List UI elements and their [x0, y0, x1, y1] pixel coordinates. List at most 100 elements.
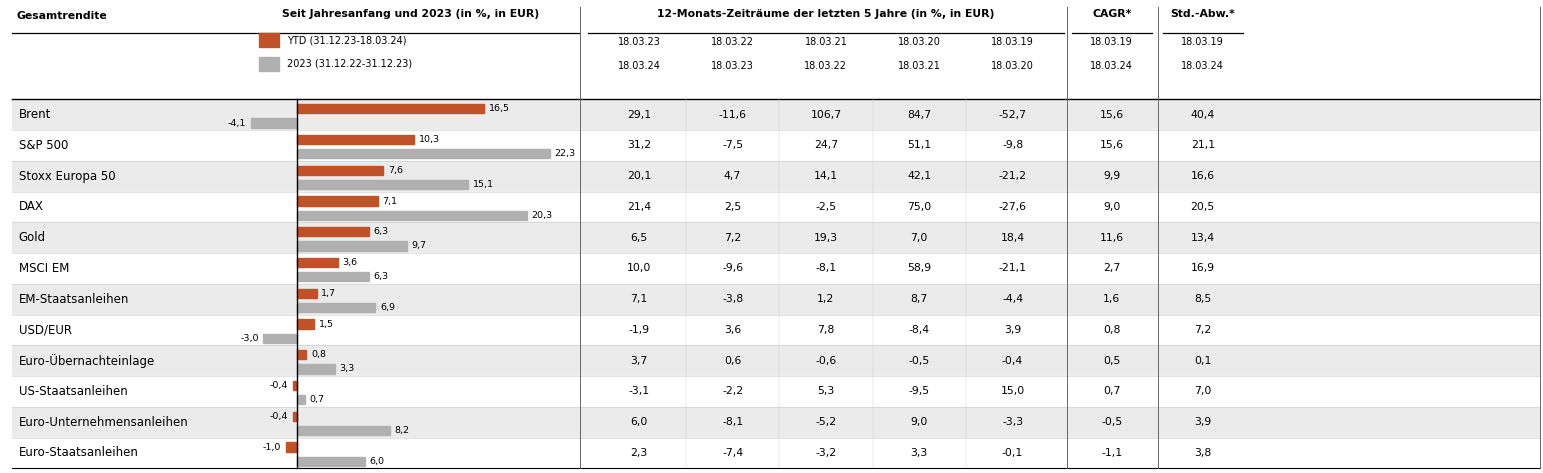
Text: 6,5: 6,5 [631, 233, 648, 243]
Text: USD/EUR: USD/EUR [19, 324, 71, 336]
Text: -7,5: -7,5 [722, 140, 744, 150]
Text: -8,1: -8,1 [722, 417, 744, 427]
Text: 7,2: 7,2 [724, 233, 741, 243]
Text: 7,1: 7,1 [383, 197, 397, 206]
Text: 18.03.22: 18.03.22 [804, 61, 847, 70]
Bar [298, 210, 528, 220]
Text: 7,0: 7,0 [910, 233, 927, 243]
Text: 7,2: 7,2 [1194, 325, 1211, 335]
Text: DAX: DAX [19, 201, 43, 213]
Text: Euro-Unternehmensanleihen: Euro-Unternehmensanleihen [19, 416, 188, 429]
Text: 106,7: 106,7 [810, 110, 841, 120]
Text: 0,6: 0,6 [724, 356, 741, 366]
Text: 5,3: 5,3 [818, 386, 835, 396]
Bar [298, 258, 338, 267]
Bar [298, 350, 307, 359]
Text: 16,9: 16,9 [1191, 263, 1214, 273]
Text: 3,9: 3,9 [1194, 417, 1211, 427]
Text: 40,4: 40,4 [1191, 110, 1214, 120]
Bar [12, 345, 1540, 376]
Bar [298, 180, 468, 189]
Text: 8,7: 8,7 [910, 294, 927, 304]
Text: 7,6: 7,6 [387, 166, 403, 175]
Text: -3,3: -3,3 [1001, 417, 1023, 427]
Text: 9,0: 9,0 [910, 417, 927, 427]
Text: 13,4: 13,4 [1191, 233, 1214, 243]
Text: 18.03.21: 18.03.21 [898, 61, 941, 70]
Bar [12, 192, 1540, 222]
Text: 7,1: 7,1 [631, 294, 648, 304]
Text: 12-Monats-Zeiträume der letzten 5 Jahre (in %, in EUR): 12-Monats-Zeiträume der letzten 5 Jahre … [657, 9, 995, 19]
Text: 2,3: 2,3 [631, 448, 648, 458]
Text: -3,1: -3,1 [628, 386, 650, 396]
Bar [293, 412, 298, 421]
Bar [12, 253, 1540, 284]
Bar [12, 438, 1540, 468]
Text: 6,0: 6,0 [370, 457, 384, 466]
Bar [298, 196, 378, 206]
Bar [293, 381, 298, 390]
Text: Euro-Staatsanleihen: Euro-Staatsanleihen [19, 447, 139, 459]
Text: 16,5: 16,5 [489, 105, 509, 114]
Bar [298, 364, 335, 374]
Text: 3,3: 3,3 [910, 448, 927, 458]
Bar [12, 7, 1540, 99]
Text: -0,4: -0,4 [270, 381, 289, 390]
Bar [298, 426, 390, 435]
Text: 6,0: 6,0 [631, 417, 648, 427]
Text: 15,0: 15,0 [1000, 386, 1025, 396]
Text: 16,6: 16,6 [1191, 171, 1214, 181]
Text: Seit Jahresanfang und 2023 (in %, in EUR): Seit Jahresanfang und 2023 (in %, in EUR… [282, 9, 539, 19]
Text: 19,3: 19,3 [813, 233, 838, 243]
Bar [298, 289, 316, 298]
Bar [12, 99, 1540, 130]
Text: -8,1: -8,1 [815, 263, 836, 273]
Text: 6,9: 6,9 [380, 303, 395, 312]
Bar [12, 284, 1540, 315]
Text: 6,3: 6,3 [373, 228, 389, 236]
Bar [298, 272, 369, 281]
Text: 18.03.19: 18.03.19 [1091, 37, 1133, 47]
Bar [298, 319, 315, 329]
Text: -0,6: -0,6 [815, 356, 836, 366]
Text: 18.03.22: 18.03.22 [711, 37, 755, 47]
Text: 7,0: 7,0 [1194, 386, 1211, 396]
Text: 18.03.19: 18.03.19 [1182, 37, 1224, 47]
Text: 1,2: 1,2 [818, 294, 835, 304]
Text: -21,2: -21,2 [998, 171, 1026, 181]
Text: 0,1: 0,1 [1194, 356, 1211, 366]
Text: 0,8: 0,8 [1103, 325, 1120, 335]
Text: 18.03.20: 18.03.20 [991, 61, 1034, 70]
Text: -1,1: -1,1 [1102, 448, 1122, 458]
Text: 3,6: 3,6 [343, 258, 358, 267]
Text: 20,5: 20,5 [1191, 202, 1214, 212]
Bar [259, 57, 279, 71]
Text: MSCI EM: MSCI EM [19, 262, 69, 275]
Text: -1,0: -1,0 [262, 443, 281, 452]
Text: 1,7: 1,7 [321, 289, 336, 298]
Text: 18.03.24: 18.03.24 [1091, 61, 1133, 70]
Text: 20,1: 20,1 [626, 171, 651, 181]
Bar [298, 395, 306, 404]
Text: 18.03.24: 18.03.24 [617, 61, 660, 70]
Text: S&P 500: S&P 500 [19, 139, 68, 152]
Text: -52,7: -52,7 [998, 110, 1026, 120]
Text: -21,1: -21,1 [998, 263, 1026, 273]
Text: 9,9: 9,9 [1103, 171, 1120, 181]
Text: -3,0: -3,0 [241, 334, 259, 343]
Text: 6,3: 6,3 [373, 272, 389, 281]
Text: -4,1: -4,1 [228, 119, 247, 128]
Text: 0,7: 0,7 [310, 395, 326, 404]
Text: -2,2: -2,2 [722, 386, 744, 396]
Text: 3,8: 3,8 [1194, 448, 1211, 458]
Bar [264, 333, 298, 343]
Text: -2,5: -2,5 [815, 202, 836, 212]
Text: 9,7: 9,7 [412, 242, 427, 251]
Bar [12, 130, 1540, 161]
Text: -0,5: -0,5 [1102, 417, 1122, 427]
Text: -9,8: -9,8 [1001, 140, 1023, 150]
Text: 4,7: 4,7 [724, 171, 741, 181]
Text: 24,7: 24,7 [813, 140, 838, 150]
Bar [298, 149, 549, 158]
Text: -4,4: -4,4 [1001, 294, 1023, 304]
